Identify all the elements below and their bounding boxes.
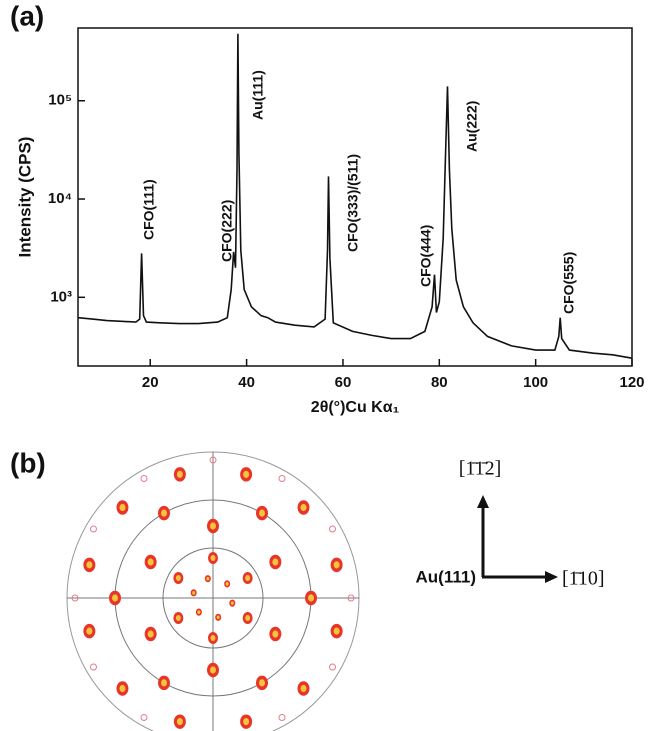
x-tick-label: 120	[619, 374, 644, 391]
pole-spot-core	[148, 558, 154, 565]
pole-spot-core	[245, 575, 250, 581]
pole-spot-core	[86, 561, 92, 568]
peak-annotation: CFO(555)	[561, 252, 577, 314]
pole-ring-spot	[279, 715, 285, 721]
pole-ring-spot	[90, 664, 96, 670]
pole-spot-core	[217, 616, 220, 620]
pole-ring-spot	[141, 715, 147, 721]
pole-spot-core	[308, 594, 314, 601]
pole-spot-core	[206, 577, 209, 581]
pole-spot-core	[243, 471, 249, 478]
pole-spot-core	[272, 630, 278, 637]
pole-spot-core	[161, 679, 167, 686]
x-tick-label: 40	[238, 374, 255, 391]
y-tick-label: 10³	[50, 288, 72, 305]
pole-spot-core	[119, 504, 125, 511]
figure: (a) (b) 2θ(°)Cu Kα₁ Intensity (CPS) Au(1…	[0, 0, 651, 731]
pole-spot-core	[176, 575, 181, 581]
x-tick-label: 100	[523, 374, 548, 391]
pole-spot-core	[161, 510, 167, 517]
pole-ring-spot	[330, 526, 336, 532]
peak-annotation: CFO(333)/(511)	[345, 154, 361, 252]
pole-ring-spot	[279, 475, 285, 481]
pole-figure	[67, 452, 359, 731]
page: (a) (b) 2θ(°)Cu Kα₁ Intensity (CPS) Au(1…	[0, 0, 651, 731]
peak-annotation: Au(222)	[464, 101, 480, 152]
pole-spot-core	[334, 561, 340, 568]
pole-spot-core	[231, 601, 234, 605]
pole-spot-core	[210, 666, 216, 673]
orientation-label: [1̄10]	[562, 568, 605, 590]
orientation-label: Au(111)	[416, 567, 476, 586]
peak-annotation: CFO(111)	[141, 179, 157, 240]
pole-spot-core	[197, 610, 200, 614]
pole-spot-core	[148, 630, 154, 637]
pole-spot-core	[177, 718, 183, 725]
pole-spot-core	[176, 615, 181, 621]
x-tick-label: 60	[335, 374, 352, 391]
pole-spot-core	[177, 471, 183, 478]
pole-spot-core	[210, 522, 216, 529]
pole-spot-core	[301, 504, 307, 511]
pole-spot-core	[86, 628, 92, 635]
pole-spot-core	[119, 685, 125, 692]
pole-spot-core	[301, 685, 307, 692]
x-tick-label: 20	[142, 374, 159, 391]
peak-annotation: CFO(222)	[219, 200, 235, 262]
pole-ring-spot	[90, 526, 96, 532]
pole-ring-spot	[330, 664, 336, 670]
pole-spot-core	[226, 582, 229, 586]
pole-spot-core	[272, 558, 278, 565]
pole-spot-core	[192, 591, 195, 595]
arrow-head	[477, 495, 489, 508]
x-axis-label: 2θ(°)Cu Kα₁	[311, 399, 400, 416]
y-tick-label: 10⁴	[48, 190, 72, 207]
pole-spot-core	[245, 615, 250, 621]
pole-spot-core	[334, 628, 340, 635]
peak-annotation: Au(111)	[250, 70, 266, 120]
pole-spot-core	[211, 635, 216, 641]
pole-spot-core	[259, 510, 265, 517]
panel-label: (a)	[10, 0, 44, 31]
x-tick-label: 80	[431, 374, 448, 391]
peak-annotation: CFO(444)	[418, 225, 434, 287]
pole-spot-core	[243, 718, 249, 725]
panel-label: (b)	[10, 447, 46, 478]
arrow-head	[545, 571, 558, 583]
pole-ring-spot	[141, 475, 147, 481]
pole-spot-core	[259, 679, 265, 686]
y-tick-label: 10⁵	[48, 92, 72, 109]
orientation-label: [1̄1̄2]	[459, 458, 502, 480]
y-axis-label: Intensity (CPS)	[15, 137, 34, 258]
pole-spot-core	[211, 555, 216, 561]
pole-spot-core	[112, 594, 118, 601]
